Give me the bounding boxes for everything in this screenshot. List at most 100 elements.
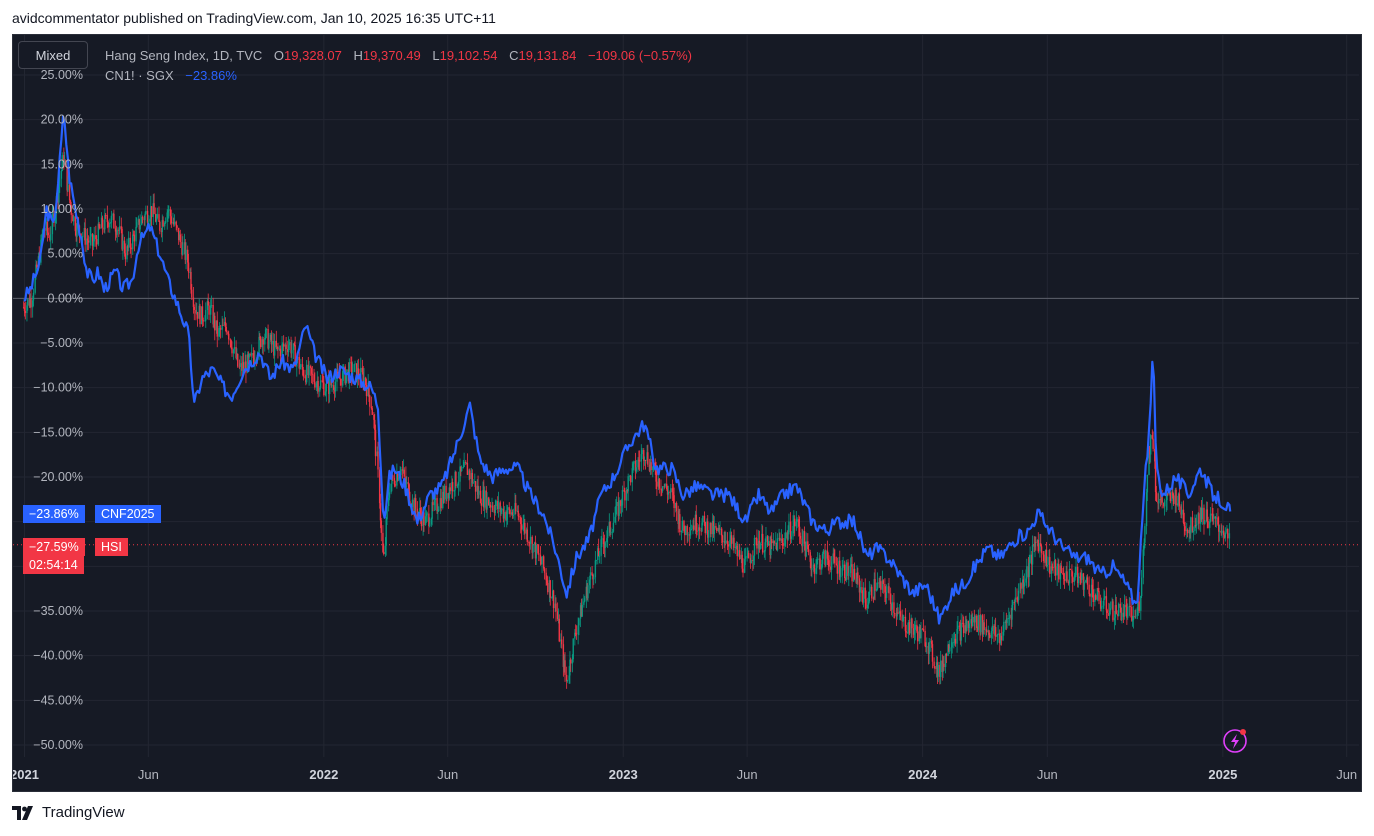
hsi-candle-body <box>1059 565 1062 580</box>
hsi-candle-body <box>759 543 761 550</box>
hsi-candle-body <box>812 564 815 569</box>
hsi-candle-body <box>222 324 224 326</box>
hsi-candle-body <box>784 538 786 546</box>
hsi-candle-body <box>214 315 216 331</box>
hsi-candle-body <box>597 548 600 557</box>
hsi-candle-body <box>1211 513 1213 516</box>
hsi-candle-body <box>592 575 594 580</box>
hsi-candle-body <box>1027 566 1030 577</box>
hsi-candle-body <box>1121 612 1123 621</box>
hsi-candle-body <box>147 221 150 223</box>
hsi-candle-body <box>486 497 488 510</box>
legend-main-row[interactable]: Hang Seng Index, 1D, TVC O19,328.07 H19,… <box>105 46 692 66</box>
hsi-candle-body <box>850 564 852 566</box>
hsi-candle-body <box>603 543 606 548</box>
hsi-candle-body <box>278 348 281 350</box>
hsi-candle-body <box>182 244 184 255</box>
hsi-candle-body <box>552 590 554 598</box>
tradingview-footer[interactable]: TradingView <box>12 804 125 821</box>
hsi-candle-body <box>460 466 462 472</box>
hsi-candle-body <box>695 514 697 531</box>
hsi-candle-body <box>1062 573 1064 575</box>
hsi-candle-body <box>229 339 232 341</box>
hsi-candle-body <box>677 511 679 525</box>
hsi-candle-body <box>1077 576 1080 584</box>
hsi-candles <box>22 147 1231 689</box>
hsi-candle-body <box>1186 529 1188 532</box>
hsi-candle-body <box>430 518 433 525</box>
hsi-candle-body <box>927 646 930 654</box>
hsi-candle-body <box>288 342 291 346</box>
hsi-candle-body <box>1171 491 1173 502</box>
hsi-candle-body <box>1013 601 1016 603</box>
hsi-candle-body <box>895 613 898 617</box>
hsi-candle-body <box>776 538 779 551</box>
hsi-candle-body <box>189 271 191 273</box>
hsi-candle-body <box>539 554 542 562</box>
y-tick-label: −35.00% <box>33 604 83 618</box>
flash-icon[interactable] <box>1223 729 1247 753</box>
hsi-candle-body <box>632 463 634 469</box>
hsi-candle-body <box>1112 601 1114 621</box>
hsi-candle-body <box>1073 577 1076 582</box>
hsi-candle-body <box>1206 509 1208 522</box>
hsi-candle-body <box>948 644 950 652</box>
hsi-candle-body <box>491 505 493 508</box>
hsi-candle-body <box>648 464 651 471</box>
hsi-candle-body <box>239 363 241 367</box>
x-tick-label: Jun <box>437 767 458 782</box>
hsi-candle-body <box>130 247 132 250</box>
hsi-candle-body <box>1031 544 1034 565</box>
hsi-candle-body <box>505 512 507 520</box>
hsi-candle-body <box>379 503 382 521</box>
legend-compare-symbol: CN1! · SGX <box>105 68 174 83</box>
hsi-candle-body <box>913 629 916 635</box>
hsi-candle-body <box>620 500 622 507</box>
chart-canvas[interactable]: 25.00% 20.00% 15.00% 10.00% 5.00% 0.00% −5.00%… <box>13 35 1362 792</box>
hsi-candle-body <box>520 516 522 525</box>
hsi-candle-body <box>926 646 928 648</box>
hsi-candle-body <box>447 493 450 499</box>
hsi-candle-body <box>1031 554 1033 565</box>
hsi-candle-body <box>663 486 665 488</box>
hsi-candle-body <box>394 484 396 486</box>
hsi-candle-body <box>156 214 159 218</box>
hsi-candle-body <box>584 598 586 602</box>
mode-button[interactable]: Mixed <box>18 41 88 69</box>
tradingview-brand: TradingView <box>42 804 125 821</box>
hsi-candle-body <box>155 214 157 222</box>
hsi-candle-body <box>706 521 708 534</box>
hsi-candle-body <box>712 520 715 535</box>
hsi-candle-body <box>888 586 890 594</box>
hsi-candle-body <box>834 556 836 564</box>
hsi-candle-body <box>101 217 104 228</box>
hsi-candle-body <box>1091 584 1094 590</box>
hsi-candle-body <box>1080 578 1082 580</box>
hsi-candle-body <box>227 332 229 334</box>
hsi-candle-body <box>655 470 657 482</box>
legend-compare-row[interactable]: CN1! · SGX −23.86% <box>105 66 692 86</box>
hsi-candle-body <box>624 491 626 501</box>
hsi-candle-body <box>1022 579 1024 589</box>
hsi-candle-body <box>501 508 503 511</box>
hsi-candle-body <box>822 550 825 554</box>
chart-frame[interactable]: 25.00% 20.00% 15.00% 10.00% 5.00% 0.00% −5.00%… <box>12 34 1362 792</box>
hsi-candle-body <box>59 178 61 187</box>
hsi-candle-body <box>735 545 738 547</box>
hsi-candle-body <box>593 577 595 580</box>
hsi-candle-body <box>1223 534 1226 538</box>
hsi-candle-body <box>196 311 199 319</box>
hsi-candle-body <box>779 537 781 541</box>
hsi-candle-body <box>173 222 175 225</box>
hsi-candle-body <box>168 209 170 211</box>
hsi-candle-body <box>945 654 948 656</box>
hsi-candle-body <box>454 471 456 491</box>
hsi-candle-body <box>741 554 743 569</box>
hsi-candle-body <box>302 369 305 377</box>
cnf-series-line[interactable] <box>23 115 1232 625</box>
hsi-candle-body <box>308 365 310 376</box>
hsi-candle-body <box>152 203 154 217</box>
legend-o-value: 19,328.07 <box>284 48 342 63</box>
hsi-candle-body <box>950 647 953 649</box>
hsi-candle-body <box>1215 517 1217 519</box>
